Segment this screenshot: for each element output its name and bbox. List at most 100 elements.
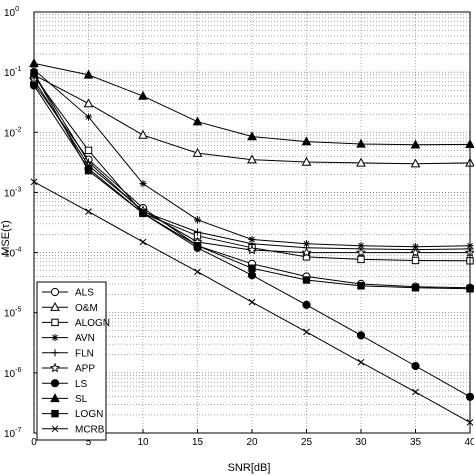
x-tick-label: 35 [410,437,422,448]
legend-item-als: ALS [42,288,94,299]
data-point-logn [84,166,93,175]
y-tick-exponent: -6 [15,367,21,374]
data-point-ls [247,271,257,280]
legend-label: O&M [75,303,98,314]
data-point-mcrb [139,238,147,246]
data-point-o-m [301,156,312,166]
data-point-sl [247,131,257,141]
data-point-app [410,247,421,257]
x-tick-label: 40 [464,437,474,448]
legend-marker-avn [51,334,59,342]
y-tick-label: 10-3 [4,186,21,199]
data-point-avn [248,235,256,244]
data-point-logn [139,209,147,217]
data-point-fln [193,228,202,236]
data-point-mcrb [85,208,92,215]
data-point-o-m [410,158,421,168]
x-axis-label: SNR[dB] [228,462,271,474]
x-tick-label: 10 [137,437,149,448]
data-point-sl [301,136,312,146]
data-point-o-m [356,157,366,167]
y-tick-exponent: -1 [15,66,21,73]
legend-marker-als [50,287,60,297]
legend-item-fln: FLN [42,348,94,359]
legend-label: APP [75,364,95,375]
data-point-ls [356,331,366,340]
legend-marker-sl [50,393,60,403]
data-point-sl [356,138,366,148]
data-point-mcrb [194,268,201,276]
legend-marker-mcrb [51,425,59,433]
x-tick-label: 5 [86,437,92,448]
legend-item-sl: SL [42,393,88,405]
data-point-sl [192,116,203,126]
legend-marker-ls [50,379,60,388]
data-point-logn [193,242,202,250]
legend-item-alogn: ALOGN [42,318,110,329]
data-point-app [246,244,258,255]
y-tick-exponent: -2 [15,126,21,133]
data-point-mcrb [303,328,310,336]
legend-item-o-m: O&M [42,301,98,314]
data-point-avn [139,180,147,188]
x-tick-label: 0 [31,437,37,448]
data-point-app [355,247,367,257]
series-sl [29,58,474,149]
data-point-logn [411,284,420,292]
legend-label: LOGN [75,409,103,420]
data-point-avn [193,216,202,224]
legend-label: AVN [75,333,95,344]
y-tick-label: 10-2 [4,126,21,139]
y-tick-label: 10-5 [4,307,21,320]
x-tick-label: 20 [246,437,258,448]
x-tick-label: 30 [355,437,367,448]
x-tick-label: 15 [192,437,204,448]
data-point-o-m [247,154,257,164]
y-tick-label: 100 [4,6,19,19]
grid [33,11,471,433]
data-point-alogn [84,146,93,155]
y-tick-label: 10-1 [4,66,21,79]
y-tick-exponent: -7 [15,427,21,434]
y-tick-exponent: -3 [15,186,21,193]
x-tick-label: 25 [301,437,313,448]
legend: ALS O&M ALOGN AVN FLN APP LS SL LOGN MCRB [36,281,110,441]
data-point-logn [357,282,365,290]
data-point-mcrb [412,388,419,396]
data-point-sl [83,69,94,79]
data-point-logn [248,264,256,272]
legend-marker-o-m [50,301,60,311]
legend-marker-logn [51,409,59,418]
data-point-mcrb [248,298,256,306]
legend-label: ALOGN [75,318,110,329]
legend-label: FLN [75,348,94,359]
legend-item-ls: LS [42,379,88,390]
data-point-app [301,247,312,257]
series-o-m [29,69,474,168]
data-point-avn [84,113,93,121]
legend-item-logn: LOGN [42,409,103,420]
data-point-sl [138,90,148,100]
data-point-o-m [83,98,94,108]
legend-marker-app [49,362,61,373]
legend-item-app: APP [42,362,95,375]
data-point-ls [302,300,311,309]
legend-label: ALS [75,288,94,299]
legend-marker-fln [51,349,59,357]
legend-item-mcrb: MCRB [42,424,105,435]
data-point-logn [302,276,311,284]
data-point-o-m [192,147,203,157]
data-point-o-m [138,129,148,139]
data-point-avn [302,240,311,248]
legend-marker-alogn [51,318,59,327]
data-point-sl [410,139,421,149]
y-tick-exponent: 0 [15,6,19,13]
y-tick-exponent: -5 [15,307,21,314]
y-tick-exponent: -4 [15,247,21,254]
data-point-alogn [357,255,365,264]
data-point-mcrb [357,358,365,366]
legend-item-avn: AVN [42,333,95,344]
data-point-alogn [411,256,420,265]
data-point-ls [411,361,420,371]
